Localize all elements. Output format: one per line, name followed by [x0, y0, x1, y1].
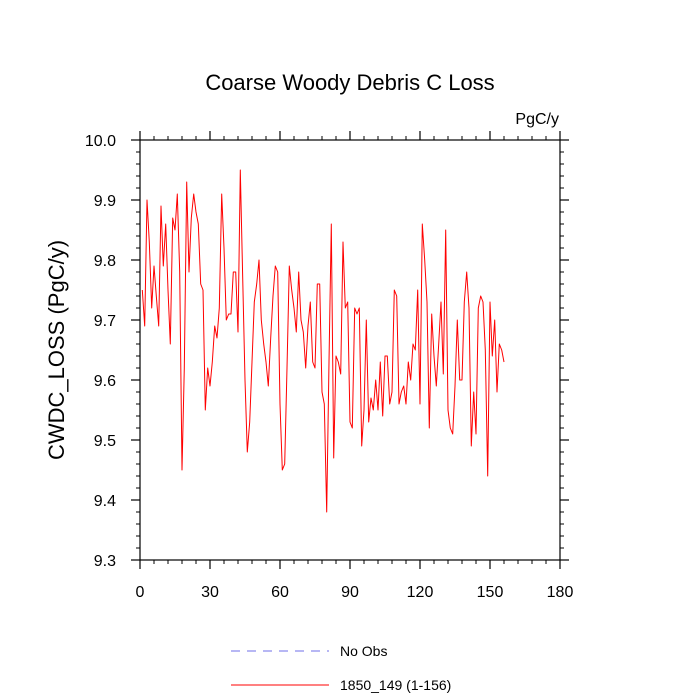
major-ticks: [131, 131, 569, 569]
y-tick-label: 9.4: [94, 493, 116, 510]
x-tick-label: 60: [271, 584, 289, 601]
legend-label: 1850_149 (1-156): [340, 677, 451, 693]
chart-title: Coarse Woody Debris C Loss: [205, 70, 494, 95]
tick-labels: 0 30 60 90 120 150 180 9.3 9.4 9.5 9.6 9.7 9.8 9.9 10.…: [85, 133, 574, 601]
x-tick-label: 0: [136, 584, 145, 601]
y-tick-label: 9.7: [94, 313, 116, 330]
legend: No Obs 1850_149 (1-156): [231, 643, 451, 693]
plot-lines: [141, 169, 505, 513]
y-tick-label: 9.9: [94, 193, 116, 210]
y-tick-label: 9.8: [94, 253, 116, 270]
y-tick-label: 9.6: [94, 373, 116, 390]
units-label: PgC/y: [515, 111, 559, 128]
y-tick-label: 10.0: [85, 133, 116, 150]
x-tick-label: 90: [341, 584, 359, 601]
plot-frame: [139, 139, 561, 561]
y-tick-label: 9.5: [94, 433, 116, 450]
y-axis-label: CWDC_LOSS (PgC/y): [44, 240, 69, 460]
y-tick-label: 9.3: [94, 553, 116, 570]
x-tick-label: 120: [407, 584, 434, 601]
x-tick-label: 30: [201, 584, 219, 601]
series-line: [141, 169, 505, 513]
x-tick-label: 180: [547, 584, 574, 601]
legend-label: No Obs: [340, 643, 387, 659]
x-tick-label: 150: [477, 584, 504, 601]
minor-ticks: [136, 136, 564, 564]
